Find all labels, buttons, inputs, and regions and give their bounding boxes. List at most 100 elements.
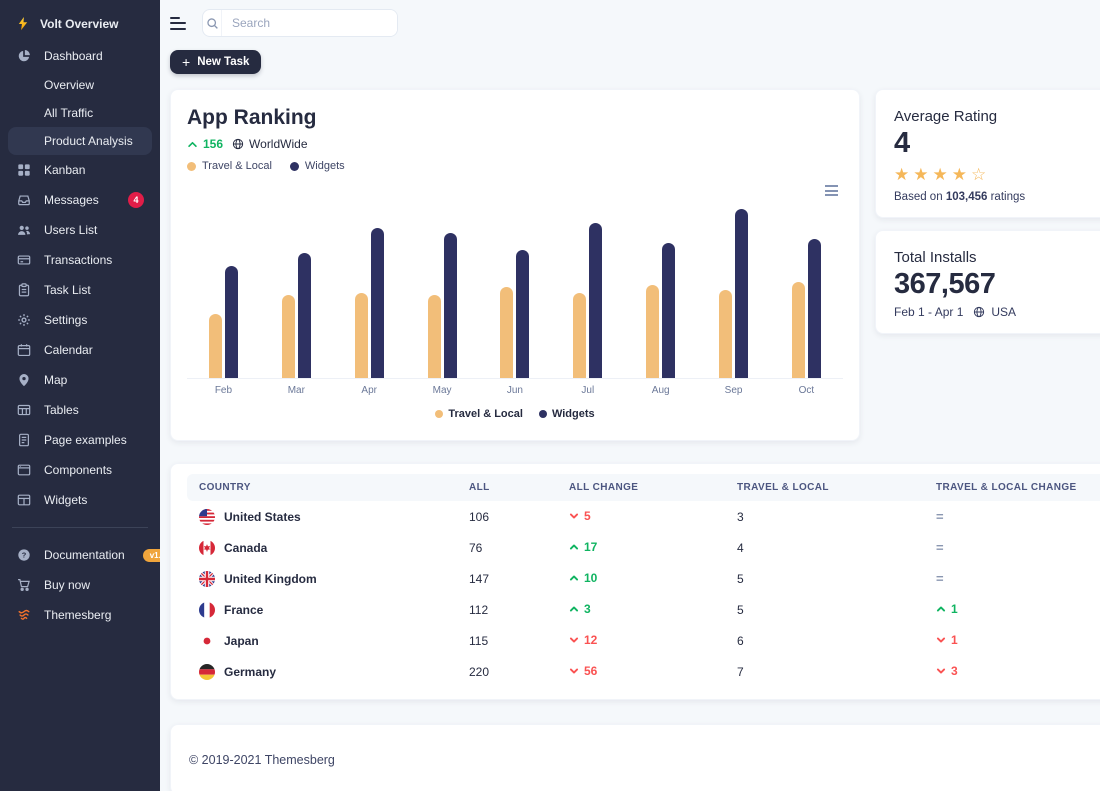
all-value: 112 — [457, 594, 557, 625]
bar-travel-local — [209, 314, 222, 378]
sidebar-item-components[interactable]: Components — [8, 455, 152, 485]
bar-travel-local — [500, 287, 513, 378]
change-up: 17 — [569, 540, 597, 554]
sidebar-item-product-analysis[interactable]: Product Analysis — [8, 127, 152, 155]
sidebar-item-users-list[interactable]: Users List — [8, 215, 152, 245]
cart-icon — [16, 577, 32, 593]
sidebar-item-label: Transactions — [44, 253, 112, 267]
country-name: Japan — [224, 634, 259, 648]
table-row-gb: United Kingdom147105= — [187, 563, 1100, 594]
grid-icon — [16, 162, 32, 178]
bar-group-sep — [719, 186, 748, 378]
sidebar: Volt Overview Dashboard Overview All Tra… — [0, 0, 160, 791]
change-value: 1 — [951, 602, 958, 616]
ratings-count: 103,456 — [946, 191, 988, 203]
bar-travel-local — [282, 295, 295, 378]
new-task-button[interactable]: + New Task — [170, 50, 261, 74]
sidebar-item-tables[interactable]: Tables — [8, 395, 152, 425]
sidebar-item-widgets[interactable]: Widgets — [8, 485, 152, 515]
change-value: 10 — [584, 571, 597, 585]
ranking-change-value: 156 — [203, 137, 223, 151]
sidebar-item-label: Tables — [44, 403, 79, 417]
change-value: 3 — [951, 664, 958, 678]
travel-local-dot-icon — [187, 162, 196, 171]
all-change-cell: 17 — [557, 532, 725, 563]
country-cell: Japan — [199, 633, 445, 649]
bar-travel-local — [355, 293, 368, 378]
brand[interactable]: Volt Overview — [8, 8, 152, 41]
globe-icon — [232, 138, 244, 150]
country-name: United Kingdom — [224, 572, 317, 586]
sidebar-item-settings[interactable]: Settings — [8, 305, 152, 335]
change-value: 5 — [584, 509, 591, 523]
change-value: 1 — [951, 633, 958, 647]
document-icon — [16, 432, 32, 448]
plus-icon: + — [182, 57, 190, 67]
chart-menu-icon[interactable] — [822, 182, 841, 199]
chart-legend-top: Travel & Local Widgets — [187, 160, 843, 172]
sidebar-item-page-examples[interactable]: Page examples — [8, 425, 152, 455]
widgets-dot-icon — [290, 162, 299, 171]
country-cell: France — [199, 602, 445, 618]
all-change-cell: 12 — [557, 625, 725, 656]
bar-group-may — [428, 186, 457, 378]
change-value: 56 — [584, 664, 597, 678]
table-row-fr: France112351 — [187, 594, 1100, 625]
sidebar-item-documentation[interactable]: ? Documentation v1.3 — [8, 540, 152, 570]
change-down: 56 — [569, 664, 597, 678]
table-icon — [16, 402, 32, 418]
bar-travel-local — [646, 285, 659, 378]
sidebar-item-task-list[interactable]: Task List — [8, 275, 152, 305]
travel-local-change-cell: 1 — [924, 625, 1100, 656]
bar-widgets — [589, 223, 602, 378]
sidebar-item-overview[interactable]: Overview — [8, 71, 152, 99]
sidebar-item-all-traffic[interactable]: All Traffic — [8, 99, 152, 127]
bar-travel-local — [719, 290, 732, 378]
column-header-travel-local-change: Travel & Local Change — [924, 474, 1100, 501]
sidebar-item-label: Overview — [44, 78, 94, 92]
caption-suffix: ratings — [991, 191, 1026, 203]
all-value: 76 — [457, 532, 557, 563]
bar-group-mar — [282, 186, 311, 378]
gb-flag-icon — [199, 571, 215, 587]
themesberg-logo-icon — [16, 607, 32, 623]
sidebar-item-buy-now[interactable]: Buy now — [8, 570, 152, 600]
sidebar-item-transactions[interactable]: Transactions — [8, 245, 152, 275]
travel-local-change-cell: = — [924, 532, 1100, 563]
chart-legend-bottom: Travel & Local Widgets — [187, 408, 843, 420]
x-axis-label: Feb — [203, 385, 243, 396]
search-box — [202, 9, 398, 37]
change-down: 5 — [569, 509, 591, 523]
x-axis-label: Aug — [641, 385, 681, 396]
us-flag-icon — [199, 509, 215, 525]
total-installs-value: 367,567 — [894, 268, 1100, 301]
legend-item-widgets: Widgets — [539, 408, 595, 420]
sidebar-item-map[interactable]: Map — [8, 365, 152, 395]
bar-group-jul — [573, 186, 602, 378]
total-installs-title: Total Installs — [894, 249, 1100, 266]
messages-count-badge: 4 — [128, 192, 144, 208]
travel-local-value: 6 — [725, 625, 924, 656]
search-input[interactable] — [222, 10, 397, 36]
sidebar-item-kanban[interactable]: Kanban — [8, 155, 152, 185]
sidebar-item-messages[interactable]: Messages 4 — [8, 185, 152, 215]
globe-icon — [973, 306, 985, 318]
sidebar-item-themesberg[interactable]: Themesberg — [8, 600, 152, 630]
ranking-table-body: United States10653=Canada76174=United Ki… — [187, 501, 1100, 687]
app-ranking-subtitle: 156 WorldWide — [187, 137, 843, 151]
bar-widgets — [444, 233, 457, 378]
country-name: United States — [224, 510, 301, 524]
x-axis-label: Jun — [495, 385, 535, 396]
sidebar-item-calendar[interactable]: Calendar — [8, 335, 152, 365]
bar-widgets — [371, 228, 384, 378]
sidebar-item-dashboard[interactable]: Dashboard — [8, 41, 152, 71]
sidebar-item-label: All Traffic — [44, 106, 93, 120]
de-flag-icon — [199, 664, 215, 680]
average-rating-value: 4 — [894, 127, 1100, 160]
star-outline-icon: ☆ — [971, 165, 990, 184]
sidebar-toggle-icon[interactable] — [170, 13, 188, 34]
ca-flag-icon — [199, 540, 215, 556]
main-content: + New Task App Ranking 156 WorldWide — [160, 0, 1100, 791]
x-axis-label: May — [422, 385, 462, 396]
star-filled-icon: ★ — [952, 165, 971, 184]
